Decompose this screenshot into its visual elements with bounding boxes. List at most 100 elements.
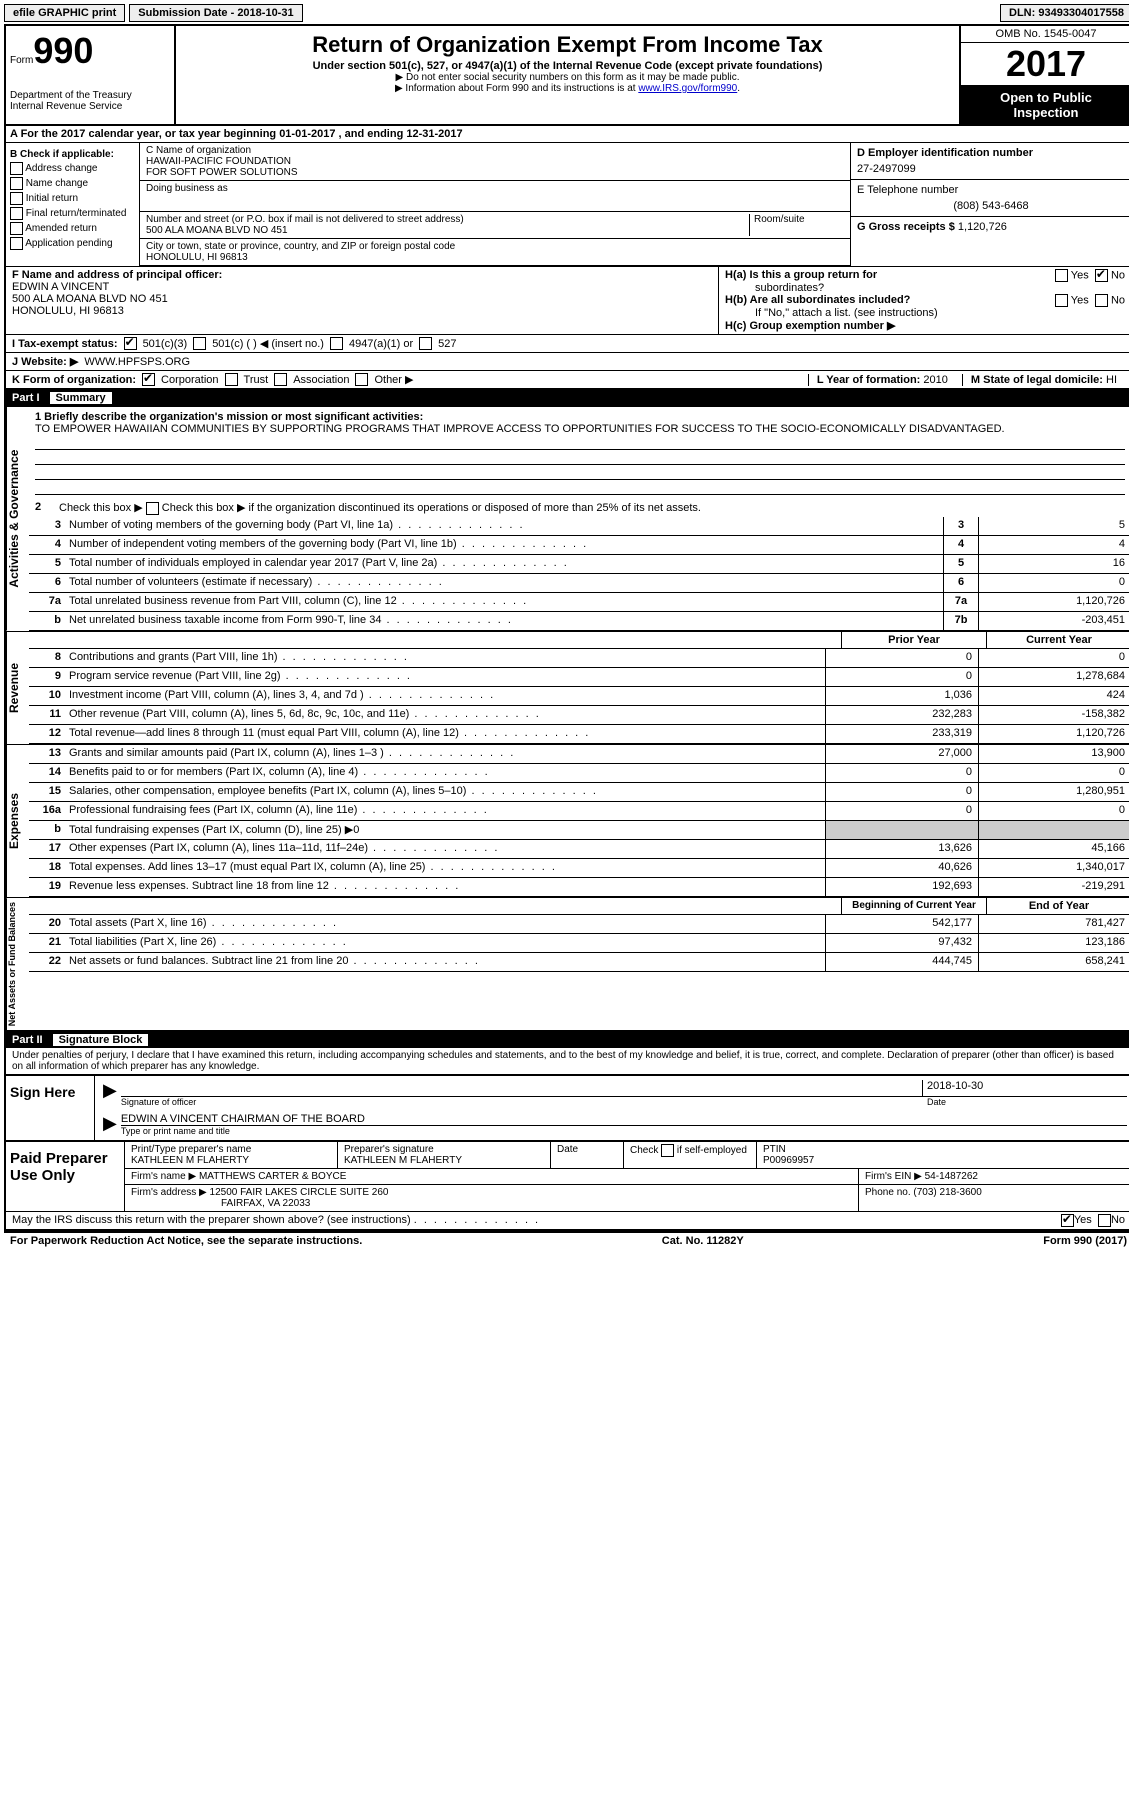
ha-no-checkbox[interactable] [1095,269,1108,282]
hb-label: H(b) Are all subordinates included? [725,294,910,306]
no-label: No [1111,269,1125,281]
tax-exempt-label: I Tax-exempt status: [12,338,118,350]
corp-checkbox[interactable] [142,373,155,386]
officer-addr2: HONOLULU, HI 96813 [12,305,712,317]
irs-link[interactable]: www.IRS.gov/form990 [638,83,737,94]
form-org-label: K Form of organization: [12,374,136,386]
line-2-text: Check this box ▶ Check this box ▶ if the… [59,501,701,515]
checkbox[interactable] [10,177,23,190]
discuss-yes-checkbox[interactable] [1061,1214,1074,1227]
firm-name: MATTHEWS CARTER & BOYCE [199,1171,346,1182]
other-checkbox[interactable] [355,373,368,386]
website-value: WWW.HPFSPS.ORG [84,356,190,368]
summary-line: 20Total assets (Part X, line 16)542,1777… [29,915,1129,934]
firm-ein: 54-1487262 [925,1171,978,1182]
sig-date-label: Date [927,1097,1127,1107]
discuss-no-checkbox[interactable] [1098,1214,1111,1227]
efile-print-button[interactable]: efile GRAPHIC print [4,4,125,22]
checkbox[interactable] [10,222,23,235]
501c3-label: 501(c)(3) [143,338,188,350]
summary-line: 5Total number of individuals employed in… [29,555,1129,574]
submission-date-button[interactable]: Submission Date - 2018-10-31 [129,4,302,22]
row-k: K Form of organization: Corporation Trus… [6,370,1129,390]
summary-line: 4Number of independent voting members of… [29,536,1129,555]
4947-checkbox[interactable] [330,337,343,350]
prep-name-label: Print/Type preparer's name [131,1144,331,1155]
summary-line: 18Total expenses. Add lines 13–17 (must … [29,859,1129,878]
summary-line: 7aTotal unrelated business revenue from … [29,593,1129,612]
no-label-2: No [1111,294,1125,306]
gross-value: 1,120,726 [958,221,1007,233]
summary-line: 22Net assets or fund balances. Subtract … [29,953,1129,972]
sig-officer-label: Signature of officer [121,1097,927,1107]
ha-sub: subordinates? [725,282,824,294]
ein-label: D Employer identification number [857,147,1125,159]
phone-value: (808) 543-6468 [857,200,1125,212]
501c3-checkbox[interactable] [124,337,137,350]
ha-label: H(a) Is this a group return for [725,269,877,281]
assoc-checkbox[interactable] [274,373,287,386]
summary-line: bTotal fundraising expenses (Part IX, co… [29,821,1129,840]
501c-checkbox[interactable] [193,337,206,350]
assoc-label: Association [293,374,349,386]
form-subtitle: Under section 501(c), 527, or 4947(a)(1)… [184,60,951,72]
open-public-1: Open to Public [965,90,1127,105]
begin-year-header: Beginning of Current Year [841,898,986,914]
summary-line: 16aProfessional fundraising fees (Part I… [29,802,1129,821]
side-expenses: Expenses [6,745,29,897]
year-formation-label: L Year of formation: [817,374,921,386]
hb-no-checkbox[interactable] [1095,294,1108,307]
line-2-checkbox[interactable] [146,502,159,515]
dept-irs: Internal Revenue Service [10,101,170,112]
part-2-header: Part II Signature Block [6,1032,1129,1048]
section-h: H(a) Is this a group return for Yes No s… [719,267,1129,334]
firm-addr2: FAIRFAX, VA 22033 [131,1198,852,1209]
room-label: Room/suite [754,214,844,225]
self-employed-text: Check if self-employed [630,1145,747,1156]
summary-line: 9Program service revenue (Part VIII, lin… [29,668,1129,687]
yes-label-2: Yes [1071,294,1089,306]
firm-addr1: 12500 FAIR LAKES CIRCLE SUITE 260 [210,1187,389,1198]
527-checkbox[interactable] [419,337,432,350]
officer-printed-name: EDWIN A VINCENT CHAIRMAN OF THE BOARD [121,1113,1127,1126]
prep-date-label: Date [551,1142,624,1168]
ha-yes-checkbox[interactable] [1055,269,1068,282]
firm-ein-label: Firm's EIN ▶ [865,1171,922,1182]
self-employed-checkbox[interactable] [661,1144,674,1157]
row-j: J Website: ▶ WWW.HPFSPS.ORG [6,352,1129,370]
checkbox[interactable] [10,162,23,175]
checkbox[interactable] [10,237,23,250]
form-note-1: ▶ Do not enter social security numbers o… [184,72,951,83]
city-value: HONOLULU, HI 96813 [146,252,844,263]
summary-line: 13Grants and similar amounts paid (Part … [29,745,1129,764]
mission-text: TO EMPOWER HAWAIIAN COMMUNITIES BY SUPPO… [35,423,1125,435]
sign-here-label: Sign Here [6,1076,95,1140]
phone-label: E Telephone number [857,184,1125,196]
hb-yes-checkbox[interactable] [1055,294,1068,307]
check-option: Initial return [10,192,135,205]
officer-name: EDWIN A VINCENT [12,281,712,293]
org-name-label: C Name of organization [146,145,844,156]
declaration-text: Under penalties of perjury, I declare th… [6,1048,1129,1074]
prior-year-header: Prior Year [841,632,986,648]
checkbox[interactable] [10,192,23,205]
discuss-yes: Yes [1074,1214,1092,1226]
open-public-2: Inspection [965,105,1127,120]
org-name-1: HAWAII-PACIFIC FOUNDATION [146,156,844,167]
form-word: Form [10,55,33,66]
summary-line: 15Salaries, other compensation, employee… [29,783,1129,802]
paid-preparer-label: Paid Preparer Use Only [6,1142,125,1211]
checkbox[interactable] [10,207,23,220]
trust-checkbox[interactable] [225,373,238,386]
cat-number: Cat. No. 11282Y [662,1235,744,1247]
section-c: C Name of organization HAWAII-PACIFIC FO… [140,143,850,266]
org-name-2: FOR SOFT POWER SOLUTIONS [146,167,844,178]
form-note-2: ▶ Information about Form 990 and its ins… [184,83,951,94]
check-option: Amended return [10,222,135,235]
street-label: Number and street (or P.O. box if mail i… [146,214,745,225]
part-1-title: Summary [50,392,112,404]
form-title: Return of Organization Exempt From Incom… [184,32,951,58]
discuss-no: No [1111,1214,1125,1226]
section-b-title: B Check if applicable: [10,149,135,160]
year-formation-value: 2010 [923,374,947,386]
